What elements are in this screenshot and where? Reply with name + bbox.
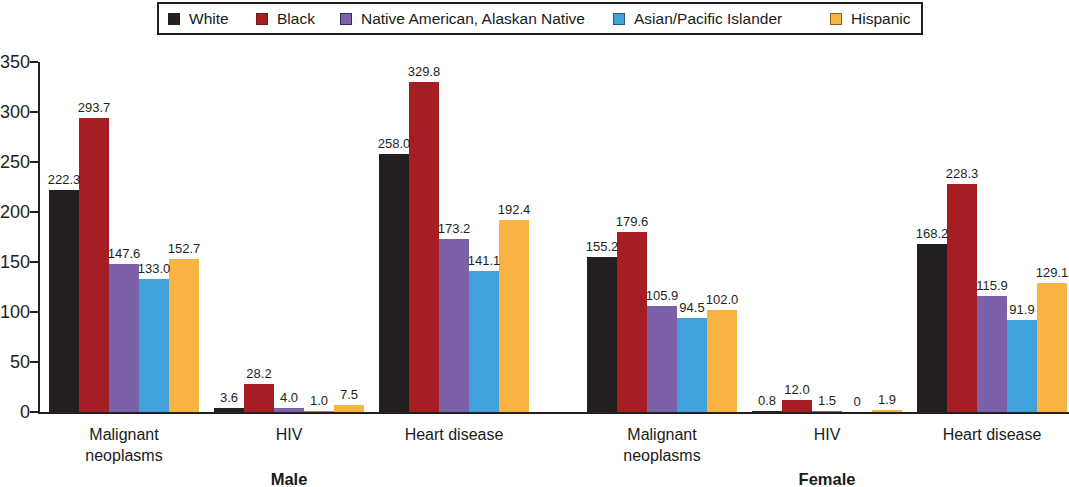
bar-value-label: 129.1: [1002, 265, 1069, 281]
x-axis-line: [38, 412, 1069, 414]
category-label: HIV: [752, 424, 902, 445]
bar-value-label: 91.9: [972, 302, 1069, 318]
bar-value-label: 258.0: [344, 136, 444, 152]
legend-item: White: [168, 4, 229, 33]
legend-item-label: Black: [277, 10, 315, 28]
grouped-bar-chart: White Black Native American, Alaskan Nativ…: [0, 0, 1069, 487]
category-label: Malignant neoplasms: [587, 424, 737, 466]
bar-black: [617, 232, 647, 412]
y-axis-tick-label: 350: [0, 53, 30, 71]
category-label: HIV: [214, 424, 364, 445]
y-axis-tick: [30, 161, 38, 163]
y-axis-tick-label: 0: [0, 403, 30, 421]
bar-value-label: 28.2: [209, 366, 309, 382]
y-axis-tick: [30, 111, 38, 113]
bar-white: [752, 411, 782, 412]
legend-item-label: Hispanic: [851, 10, 910, 28]
bar-value-label: 192.4: [464, 202, 564, 218]
bar-white: [214, 408, 244, 412]
y-axis-tick: [30, 411, 38, 413]
bar-white: [587, 257, 617, 412]
bar-value-label: 173.2: [404, 221, 504, 237]
category-label: Heart disease: [379, 424, 529, 445]
y-axis-line: [38, 62, 40, 412]
legend-swatch-icon: [256, 13, 268, 25]
category-label: Heart disease: [917, 424, 1067, 445]
bar-value-label: 222.3: [14, 172, 114, 188]
bar-asian-pacific-islander: [469, 271, 499, 412]
y-axis-tick-label: 300: [0, 103, 30, 121]
y-axis-tick-label: 200: [0, 203, 30, 221]
bar-native-american-alaskan-native: [647, 306, 677, 412]
legend: White Black Native American, Alaskan Nativ…: [157, 2, 923, 35]
bar-value-label: 228.3: [912, 166, 1012, 182]
legend-swatch-icon: [340, 13, 352, 25]
bar-asian-pacific-islander: [304, 411, 334, 412]
bar-value-label: 293.7: [44, 100, 144, 116]
bar-value-label: 329.8: [374, 64, 474, 80]
bar-value-label: 102.0: [672, 292, 772, 308]
legend-swatch-icon: [830, 13, 842, 25]
y-axis-tick: [30, 261, 38, 263]
legend-item: Black: [256, 4, 315, 33]
bar-asian-pacific-islander: [139, 279, 169, 412]
y-axis-tick-label: 250: [0, 153, 30, 171]
bar-value-label: 179.6: [582, 214, 682, 230]
category-label: Malignant neoplasms: [49, 424, 199, 466]
legend-swatch-icon: [168, 13, 180, 25]
bar-value-label: 168.2: [882, 226, 982, 242]
y-axis-tick: [30, 361, 38, 363]
y-axis-tick-label: 150: [0, 253, 30, 271]
y-axis-tick: [30, 311, 38, 313]
bar-value-label: 155.2: [552, 239, 652, 255]
bar-black: [409, 82, 439, 412]
bar-value-label: 141.1: [434, 253, 534, 269]
legend-item: Hispanic: [830, 4, 910, 33]
bar-value-label: 152.7: [134, 241, 234, 257]
y-axis-tick-label: 100: [0, 303, 30, 321]
section-label-female: Female: [727, 470, 927, 487]
bar-native-american-alaskan-native: [109, 264, 139, 412]
legend-item-label: White: [189, 10, 229, 28]
y-axis-tick: [30, 61, 38, 63]
bar-hispanic: [872, 410, 902, 412]
bar-value-label: 7.5: [299, 387, 399, 403]
bar-hispanic: [169, 259, 199, 412]
bar-hispanic: [499, 220, 529, 412]
bar-value-label: 133.0: [104, 261, 204, 277]
bar-asian-pacific-islander: [1007, 320, 1037, 412]
bar-native-american-alaskan-native: [812, 411, 842, 413]
legend-item: Asian/Pacific Islander: [613, 4, 782, 33]
bar-white: [917, 244, 947, 412]
bar-white: [49, 190, 79, 412]
legend-item: Native American, Alaskan Native: [340, 4, 585, 33]
y-axis-tick: [30, 211, 38, 213]
y-axis-tick-label: 50: [0, 353, 30, 371]
bar-white: [379, 154, 409, 412]
legend-item-label: Native American, Alaskan Native: [361, 10, 585, 28]
bar-value-label: 1.9: [837, 392, 937, 408]
bar-asian-pacific-islander: [677, 318, 707, 413]
bar-black: [947, 184, 977, 412]
section-label-male: Male: [189, 470, 389, 487]
legend-swatch-icon: [613, 13, 625, 25]
legend-item-label: Asian/Pacific Islander: [634, 10, 782, 28]
